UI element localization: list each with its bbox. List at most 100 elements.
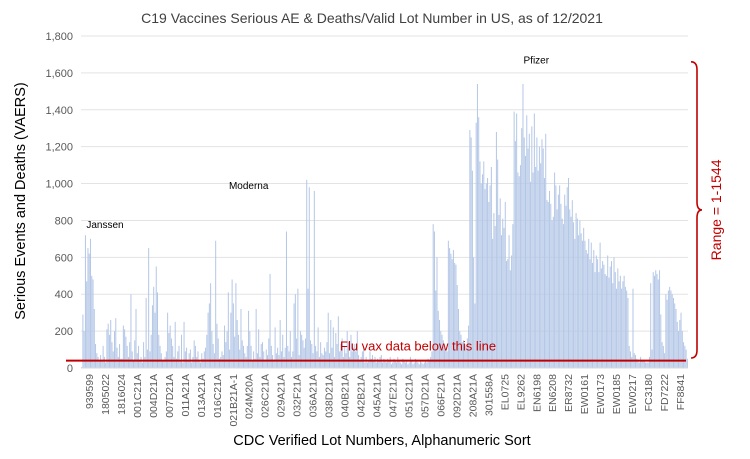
bar [354,344,356,368]
bar [274,327,276,368]
bar [230,312,232,368]
bar [557,194,559,368]
bar [580,233,582,368]
bar [320,342,322,368]
bar [685,349,687,368]
bar [382,362,384,368]
bar [402,358,404,368]
x-tick-label: EN6198 [531,374,543,412]
bar [175,358,177,368]
bar [179,360,181,368]
bar [655,270,657,368]
bar [146,349,148,368]
bar [511,255,513,368]
bar [595,255,597,368]
y-tick-label: 200 [55,326,73,338]
bar [306,179,308,368]
x-tick-label: ER8732 [563,374,575,412]
bar [561,218,563,368]
x-tick-label: 038D21A [324,374,336,418]
bar [686,358,688,368]
x-tick-label: 004D21A [148,374,160,418]
bar [494,225,496,368]
bar [408,362,410,368]
bar [648,356,650,368]
x-tick-label: 032F21A [292,374,304,417]
bar [562,224,564,368]
bar [570,216,572,368]
bar [398,360,400,368]
bar [609,266,611,368]
bar [421,362,423,368]
bar [106,329,108,368]
bar [403,360,405,368]
bar [502,218,504,368]
bar [417,362,419,368]
bar [129,342,131,368]
bar [86,281,88,368]
y-tick-label: 800 [55,215,73,227]
bar [473,257,475,368]
x-tick-label: 092D21A [451,374,463,418]
bar [202,358,204,368]
bar [193,340,195,368]
bar [237,334,239,368]
bar [449,248,451,368]
x-tick-label: EL9262 [515,374,527,410]
bar [307,288,309,368]
bar [605,275,607,368]
bar [346,331,348,368]
bar [277,347,279,368]
x-tick-label: 208A21A [467,374,479,417]
bar [412,364,414,368]
bar [181,334,183,368]
bar [465,345,467,368]
bar [618,281,620,368]
bar [478,117,480,368]
range-bracket [690,61,703,359]
bar [538,146,540,368]
bar [571,200,573,368]
bar [87,248,89,368]
bar [409,356,411,368]
bar [513,111,515,369]
bar [270,345,272,368]
bar [388,360,390,368]
bar [652,272,654,368]
x-tick-label: 301558A [483,374,495,416]
bar [560,203,562,368]
bar [681,331,683,368]
bar [239,349,241,368]
bar [575,213,577,368]
bar [258,329,260,368]
x-axis-title: CDC Verified Lot Numbers, Alphanumeric S… [233,433,530,449]
bar [578,235,580,368]
bar [121,358,123,368]
bar [442,340,444,368]
bar [589,259,591,368]
bar [598,272,600,368]
bar [516,113,518,368]
bar [289,331,291,368]
bar [552,216,554,368]
bar [521,128,523,368]
bar [535,166,537,368]
bar [82,314,84,368]
bar [459,331,461,368]
bar [623,275,625,368]
bar [393,358,395,368]
bar [254,358,256,368]
bar [484,189,486,368]
bar [508,235,510,368]
bar [656,273,658,368]
bar [172,345,174,368]
bar [671,294,673,368]
bar [452,249,454,368]
bar [105,362,107,368]
bar [335,332,337,368]
x-axis-ticks: 939599 1805022 1816024 001C21A 004D21A 007D21… [84,374,687,427]
bar [368,360,370,368]
bar [399,362,401,368]
bar [616,288,618,368]
y-tick-label: 600 [55,252,73,264]
